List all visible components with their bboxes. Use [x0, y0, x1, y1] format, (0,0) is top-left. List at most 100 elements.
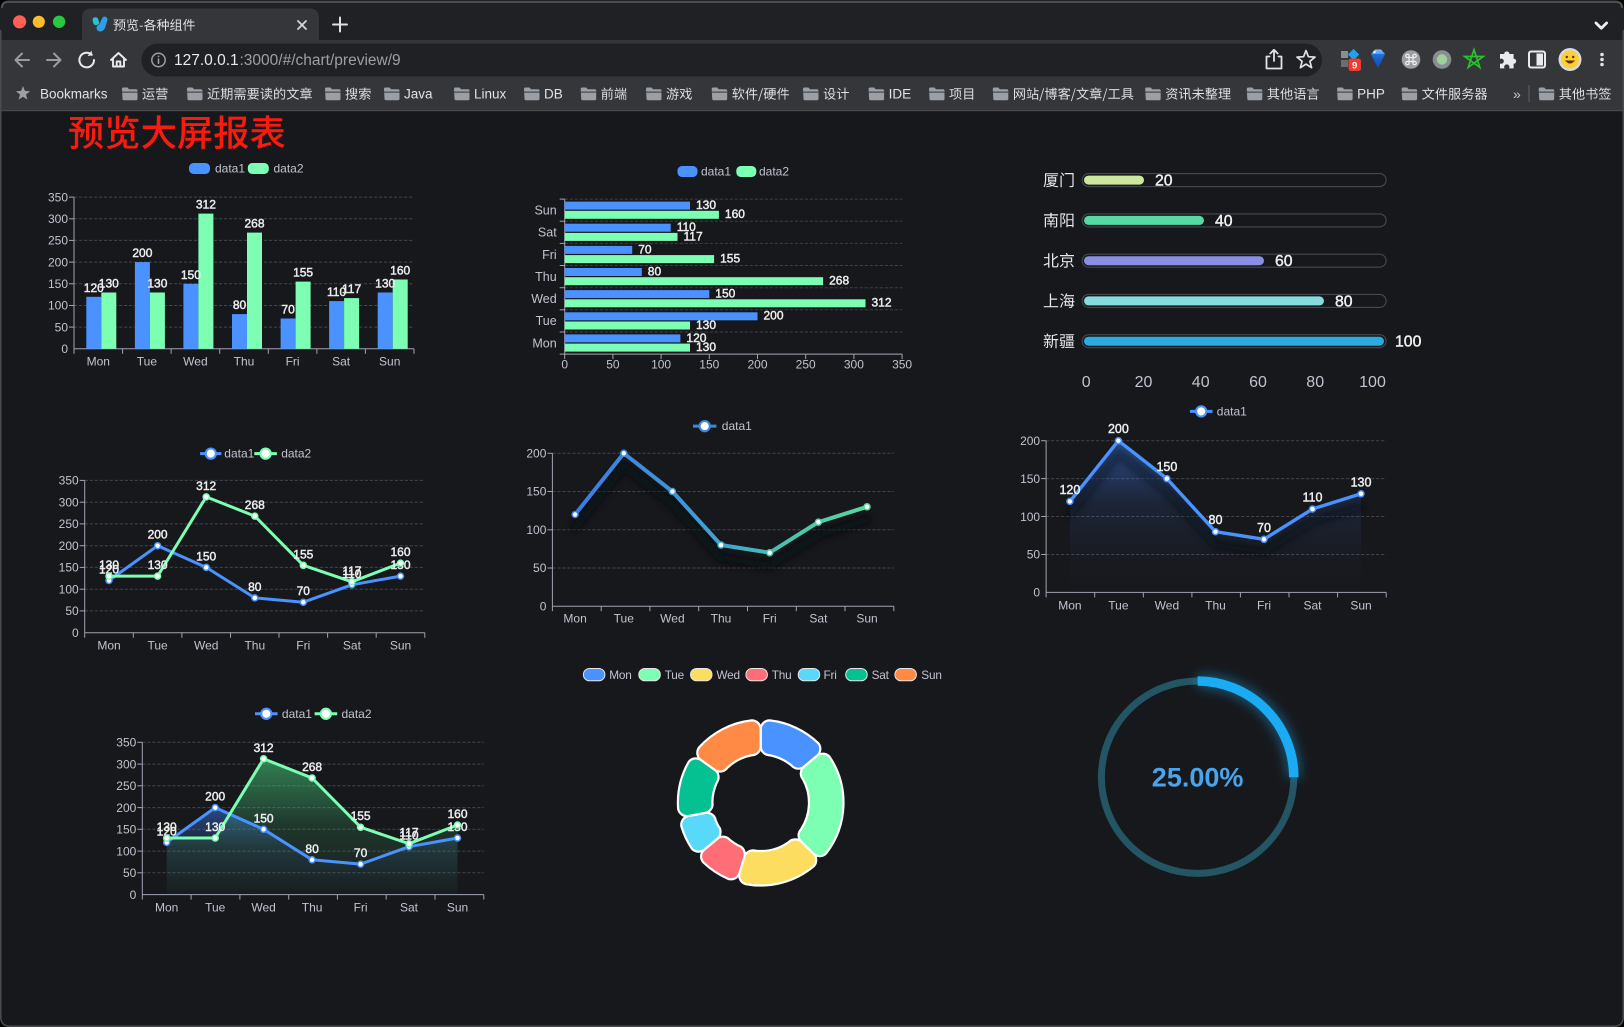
- svg-text:60: 60: [1249, 374, 1267, 391]
- svg-text:200: 200: [148, 528, 168, 542]
- svg-text:200: 200: [1020, 434, 1040, 448]
- svg-text:Fri: Fri: [824, 668, 837, 682]
- svg-text:PHP: PHP: [1357, 87, 1385, 102]
- svg-text:Sat: Sat: [332, 354, 351, 368]
- svg-text:130: 130: [99, 558, 119, 572]
- svg-text:100: 100: [1020, 510, 1040, 524]
- svg-text:Sat: Sat: [400, 900, 419, 914]
- svg-text:40: 40: [1215, 213, 1233, 230]
- svg-text:Tue: Tue: [1108, 598, 1129, 612]
- svg-text:Wed: Wed: [660, 611, 684, 625]
- svg-text:0: 0: [561, 357, 568, 371]
- svg-text:100: 100: [1395, 334, 1422, 351]
- svg-text:Sun: Sun: [534, 204, 556, 218]
- svg-text:Sun: Sun: [447, 900, 468, 914]
- svg-text:150: 150: [181, 268, 201, 282]
- svg-text:80: 80: [1335, 293, 1353, 310]
- svg-text:312: 312: [254, 741, 274, 755]
- svg-text:150: 150: [526, 485, 546, 499]
- svg-text:200: 200: [132, 246, 152, 260]
- svg-text:110: 110: [399, 829, 418, 843]
- svg-text:155: 155: [293, 547, 313, 561]
- svg-text:Thu: Thu: [1205, 598, 1226, 612]
- svg-text:20: 20: [1155, 173, 1173, 190]
- svg-text:100: 100: [48, 299, 68, 313]
- svg-text:250: 250: [59, 517, 79, 531]
- svg-text:155: 155: [720, 252, 740, 266]
- svg-text:Sun: Sun: [390, 639, 411, 653]
- svg-text:130: 130: [375, 277, 395, 291]
- svg-text:Linux: Linux: [474, 87, 507, 102]
- svg-text:160: 160: [725, 207, 745, 221]
- svg-text:data1: data1: [1217, 404, 1247, 418]
- svg-text:100: 100: [116, 844, 136, 858]
- svg-text:155: 155: [351, 809, 371, 823]
- svg-text:312: 312: [872, 296, 892, 310]
- svg-text:110: 110: [677, 220, 696, 234]
- svg-text:70: 70: [1257, 521, 1271, 535]
- svg-text:Thu: Thu: [711, 611, 732, 625]
- svg-text:50: 50: [606, 357, 620, 371]
- svg-text:Sat: Sat: [538, 226, 557, 240]
- svg-text:Sun: Sun: [379, 354, 400, 368]
- svg-text:100: 100: [59, 582, 79, 596]
- svg-text:127.0.0.1: 127.0.0.1: [174, 52, 239, 69]
- svg-text:Thu: Thu: [772, 668, 792, 682]
- svg-text:130: 130: [205, 820, 225, 834]
- svg-text:130: 130: [1351, 475, 1372, 489]
- svg-text:25.00%: 25.00%: [1152, 763, 1244, 793]
- svg-text:80: 80: [248, 580, 262, 594]
- svg-text:50: 50: [1027, 548, 1041, 562]
- svg-text:50: 50: [55, 320, 69, 334]
- svg-text:Wed: Wed: [183, 354, 207, 368]
- svg-text:50: 50: [123, 866, 137, 880]
- svg-text:200: 200: [764, 309, 784, 323]
- svg-text:Sun: Sun: [856, 611, 877, 625]
- svg-text:Mon: Mon: [609, 668, 631, 682]
- svg-text:268: 268: [829, 274, 849, 288]
- svg-text:70: 70: [297, 584, 311, 598]
- svg-text:160: 160: [390, 545, 410, 559]
- svg-text:120: 120: [84, 281, 104, 295]
- svg-text:data2: data2: [759, 165, 789, 179]
- svg-text:350: 350: [59, 474, 79, 488]
- svg-text:40: 40: [1192, 374, 1210, 391]
- svg-text:50: 50: [65, 604, 79, 618]
- svg-text:120: 120: [99, 563, 119, 577]
- svg-text:100: 100: [526, 523, 546, 537]
- svg-text:150: 150: [59, 561, 79, 575]
- svg-text:data1: data1: [282, 707, 312, 721]
- svg-text:0: 0: [61, 342, 68, 356]
- svg-text:0: 0: [72, 626, 79, 640]
- svg-text:Mon: Mon: [87, 354, 110, 368]
- svg-text:130: 130: [99, 277, 119, 291]
- svg-text:data2: data2: [342, 707, 372, 721]
- svg-text:200: 200: [205, 790, 225, 804]
- svg-text:Mon: Mon: [563, 611, 586, 625]
- svg-text:70: 70: [638, 242, 652, 256]
- svg-text:80: 80: [1306, 374, 1324, 391]
- svg-text:Fri: Fri: [296, 639, 310, 653]
- svg-text:0: 0: [130, 888, 137, 902]
- svg-text:9: 9: [1352, 60, 1357, 71]
- svg-text:150: 150: [1020, 472, 1040, 486]
- svg-text:DB: DB: [544, 87, 563, 102]
- svg-text:150: 150: [715, 287, 735, 301]
- svg-text:300: 300: [116, 757, 136, 771]
- svg-text:200: 200: [116, 801, 136, 815]
- svg-text:Wed: Wed: [716, 668, 739, 682]
- svg-text:Tue: Tue: [536, 314, 557, 328]
- svg-text:150: 150: [196, 549, 216, 563]
- svg-text:80: 80: [1209, 513, 1223, 527]
- svg-text:312: 312: [196, 479, 216, 493]
- svg-text:120: 120: [686, 331, 706, 345]
- svg-text:70: 70: [354, 846, 368, 860]
- svg-text:100: 100: [651, 357, 671, 371]
- svg-text:130: 130: [147, 277, 167, 291]
- svg-text:Fri: Fri: [354, 900, 368, 914]
- svg-text:80: 80: [648, 264, 662, 278]
- svg-text:200: 200: [1108, 422, 1129, 436]
- svg-text:110: 110: [1303, 491, 1323, 505]
- svg-text:130: 130: [157, 820, 177, 834]
- svg-text:Sat: Sat: [809, 611, 828, 625]
